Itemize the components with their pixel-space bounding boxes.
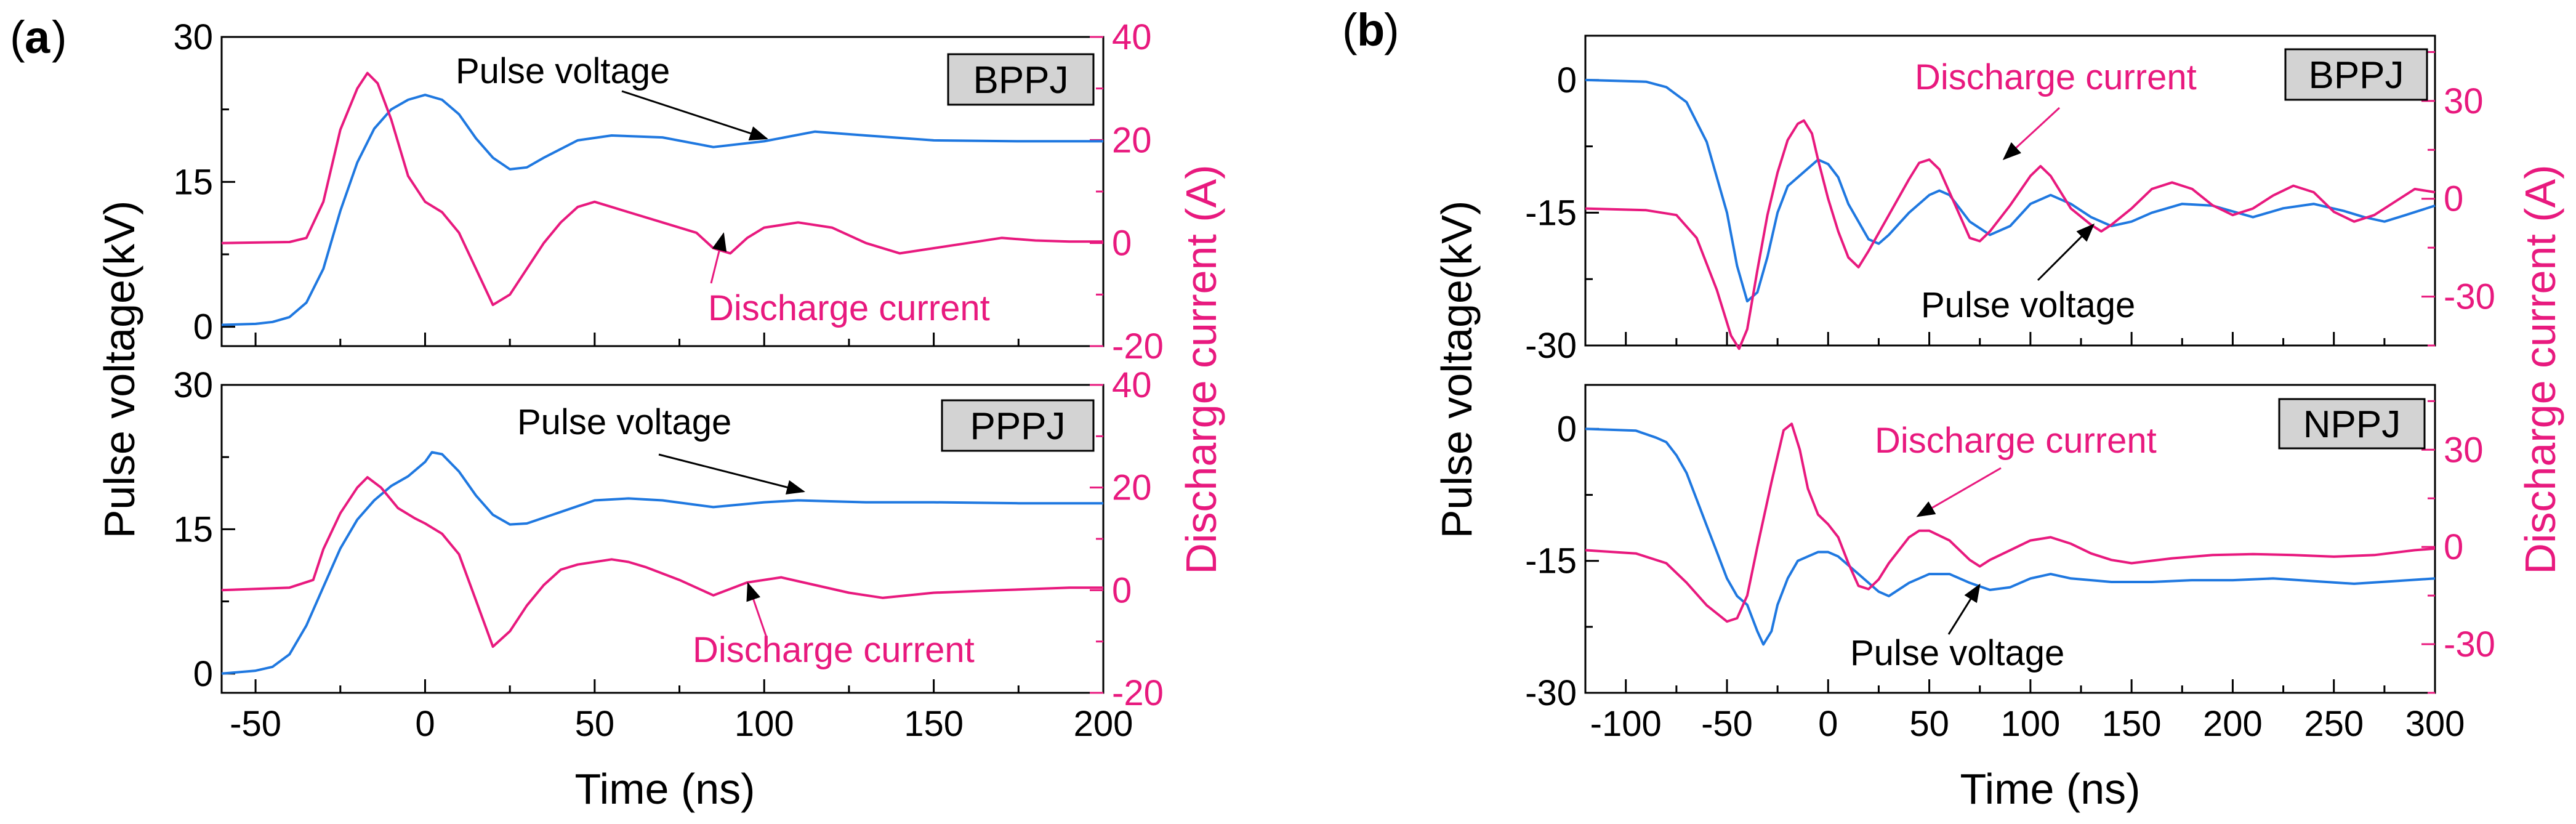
svg-text:a: a	[25, 12, 50, 63]
y-left-tick-label: 15	[173, 509, 213, 549]
y-left-tick-label: 15	[173, 162, 213, 202]
annotation-arrow	[621, 90, 768, 140]
current-line	[1585, 422, 2436, 623]
svg-text:b: b	[1357, 4, 1385, 55]
annotation-label: Discharge current	[1915, 57, 2197, 97]
svg-text:(: (	[10, 12, 25, 63]
y-left-tick-label: 0	[193, 654, 213, 694]
device-badge	[2284, 48, 2428, 101]
y-right-tick-label: 40	[1112, 17, 1152, 57]
x-tick-label: 200	[1074, 704, 1133, 744]
x-tick-label: 150	[2102, 704, 2162, 744]
y-left-tick-label: -15	[1525, 193, 1577, 233]
y-right-tick-label: -30	[2444, 277, 2495, 317]
y-right-tick-label: 40	[1112, 365, 1152, 405]
current-line	[221, 71, 1103, 307]
x-tick-label: 300	[2405, 704, 2465, 744]
panel-b-bottom: -100 -50 0 50 100 150 200 250 300 -30 -15 0 -30 0 30 NP…	[1525, 384, 2495, 744]
y-right-tick-label: 30	[2444, 81, 2484, 121]
x-tick-label: -50	[1701, 704, 1753, 744]
y-right-tick-label: 20	[1112, 120, 1152, 160]
voltage-line	[1585, 78, 2436, 303]
panel-label-a: ( a )	[10, 12, 67, 63]
voltage-line	[221, 94, 1103, 326]
y-right-tick-label: 0	[1112, 224, 1132, 264]
y-right-tick-label: -20	[1112, 326, 1164, 366]
device-badge-label: NPPJ	[2303, 403, 2401, 446]
plot-frame	[1584, 384, 2436, 694]
x-tick-label: -50	[230, 704, 281, 744]
y-left-tick-label: 0	[1557, 409, 1577, 449]
x-tick-label: 250	[2304, 704, 2364, 744]
y-left-tick-label: 30	[173, 17, 213, 57]
device-badge-label: BPPJ	[973, 59, 1068, 102]
svg-text:(: (	[1342, 4, 1358, 55]
ylabel-left-b: Pulse voltage(kV)	[1433, 201, 1481, 539]
y-left-tick-label: -30	[1525, 326, 1577, 366]
svg-text:): )	[1384, 4, 1399, 55]
annotation-label: Pulse voltage	[1921, 285, 2135, 325]
annotation-label: Pulse voltage	[517, 402, 731, 442]
x-tick-label: -100	[1590, 704, 1662, 744]
y-left-tick-label: 30	[173, 365, 213, 405]
y-left-tick-label: 0	[1557, 60, 1577, 100]
annotation-arrow	[1947, 583, 1981, 635]
y-right-tick-label: 20	[1112, 468, 1152, 508]
x-tick-label: 0	[415, 704, 435, 744]
current-line	[221, 476, 1103, 648]
y-right-tick-label: 30	[2444, 430, 2484, 470]
panel-a-top: 0 15 30 -20 0 20 40 BPPJ Pulse voltage Discharge …	[173, 17, 1163, 366]
xlabel-a: Time (ns)	[575, 765, 755, 813]
ylabel-right-a: Discharge current (A)	[1177, 164, 1225, 574]
x-tick-label: 200	[2203, 704, 2263, 744]
annotation-arrow	[710, 232, 727, 284]
x-tick-label: 50	[1909, 704, 1949, 744]
y-right-tick-label: -30	[2444, 624, 2495, 664]
annotation-arrow	[2037, 223, 2095, 281]
y-right-tick-label: 0	[2444, 179, 2463, 219]
annotation-arrow	[2002, 107, 2061, 161]
voltage-line	[221, 451, 1103, 675]
device-badge	[2278, 398, 2426, 450]
x-tick-label: 150	[904, 704, 964, 744]
y-left-tick-label: -30	[1525, 673, 1577, 713]
device-badge	[947, 53, 1095, 106]
annotation-label: Pulse voltage	[1850, 633, 2064, 673]
x-tick-label: 50	[575, 704, 615, 744]
panel-a-bottom: -50 0 50 100 150 200 0 15 30 -20 0 20 40 PPPJ Pulse vo…	[173, 365, 1163, 744]
annotation-label: Pulse voltage	[456, 51, 670, 91]
device-badge	[941, 399, 1095, 452]
xlabel-b: Time (ns)	[1960, 765, 2141, 813]
y-right-tick-label: 0	[1112, 570, 1132, 610]
panel-b-top: -30 -15 0 -30 0 30 BPPJ Discharge current Pulse …	[1525, 34, 2495, 366]
x-tick-label: 100	[735, 704, 794, 744]
x-tick-label: 100	[2000, 704, 2060, 744]
y-left-tick-label: 0	[193, 307, 213, 347]
ylabel-right-b: Discharge current (A)	[2516, 164, 2564, 574]
y-left-tick-label: -15	[1525, 541, 1577, 581]
ylabel-left-a: Pulse voltage(kV)	[95, 201, 143, 539]
annotation-label: Discharge current	[1875, 421, 2157, 461]
panel-label-b: ( b )	[1342, 4, 1399, 55]
annotation-arrow	[746, 582, 768, 638]
annotation-arrow	[658, 453, 805, 495]
current-line	[1585, 119, 2436, 350]
x-tick-label: 0	[1818, 704, 1838, 744]
y-right-tick-label: -20	[1112, 673, 1164, 713]
annotation-arrow	[1916, 467, 2002, 517]
svg-text:): )	[52, 12, 67, 63]
annotation-label: Discharge current	[693, 630, 975, 670]
y-right-tick-label: 0	[2444, 527, 2463, 567]
voltage-line	[1585, 427, 2436, 646]
annotation-label: Discharge current	[708, 288, 990, 328]
device-badge-label: BPPJ	[2308, 54, 2404, 97]
device-badge-label: PPPJ	[970, 405, 1065, 448]
plot-frame	[1584, 34, 2436, 347]
